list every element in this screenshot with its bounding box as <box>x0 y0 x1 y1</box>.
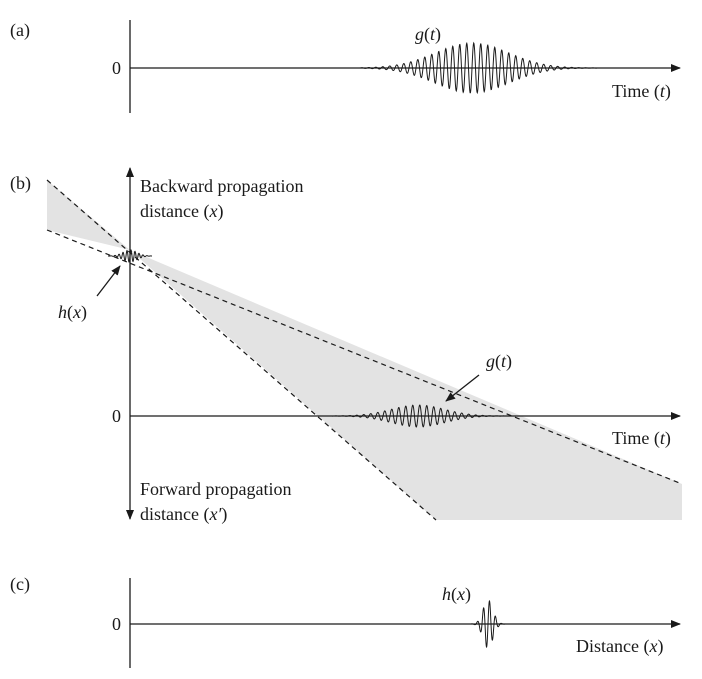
panel-b-g-label: g(t) <box>486 351 512 372</box>
panel-b-lower-shaded-region <box>130 250 682 520</box>
panel-b-h-label: h(x) <box>58 302 87 323</box>
panel-b-h-pulse <box>107 249 153 263</box>
panel-a-g-label: g(t) <box>415 24 441 45</box>
panel-b-forward-label-line2: distance (x′) <box>140 504 227 525</box>
panel-b-g-waveform <box>320 404 520 428</box>
panel-b: (b) 0 Backward propagation distance (x) … <box>10 167 683 525</box>
panel-a: (a) 0 g(t) Time (t) <box>10 20 681 113</box>
panel-b-backward-label-line2: distance (x) <box>140 201 223 222</box>
panel-a-zero-tick: 0 <box>112 58 121 78</box>
panel-b-upper-shaded-region <box>47 180 130 250</box>
panel-b-zero-tick: 0 <box>112 406 121 426</box>
panel-a-g-waveform <box>359 41 600 95</box>
panel-a-tag: (a) <box>10 20 30 41</box>
panel-a-time-axis-label: Time (t) <box>612 81 671 102</box>
panel-c-distance-axis-label: Distance (x) <box>576 636 663 657</box>
panel-b-backward-label-line1: Backward propagation <box>140 176 303 196</box>
panel-b-tag: (b) <box>10 173 31 194</box>
panel-b-shallow-dashed-line <box>46 229 683 485</box>
panel-c-h-label: h(x) <box>442 584 471 605</box>
panel-b-forward-label-line1: Forward propagation <box>140 479 291 499</box>
panel-c: (c) 0 h(x) Distance (x) <box>10 574 681 668</box>
panel-b-g-pointer-arrow <box>445 374 480 402</box>
panel-c-zero-tick: 0 <box>112 614 121 634</box>
panel-b-h-pointer-arrow <box>96 265 121 297</box>
panel-b-time-axis-label: Time (t) <box>612 428 671 449</box>
panel-c-tag: (c) <box>10 574 30 595</box>
panel-c-h-pulse <box>469 599 507 649</box>
